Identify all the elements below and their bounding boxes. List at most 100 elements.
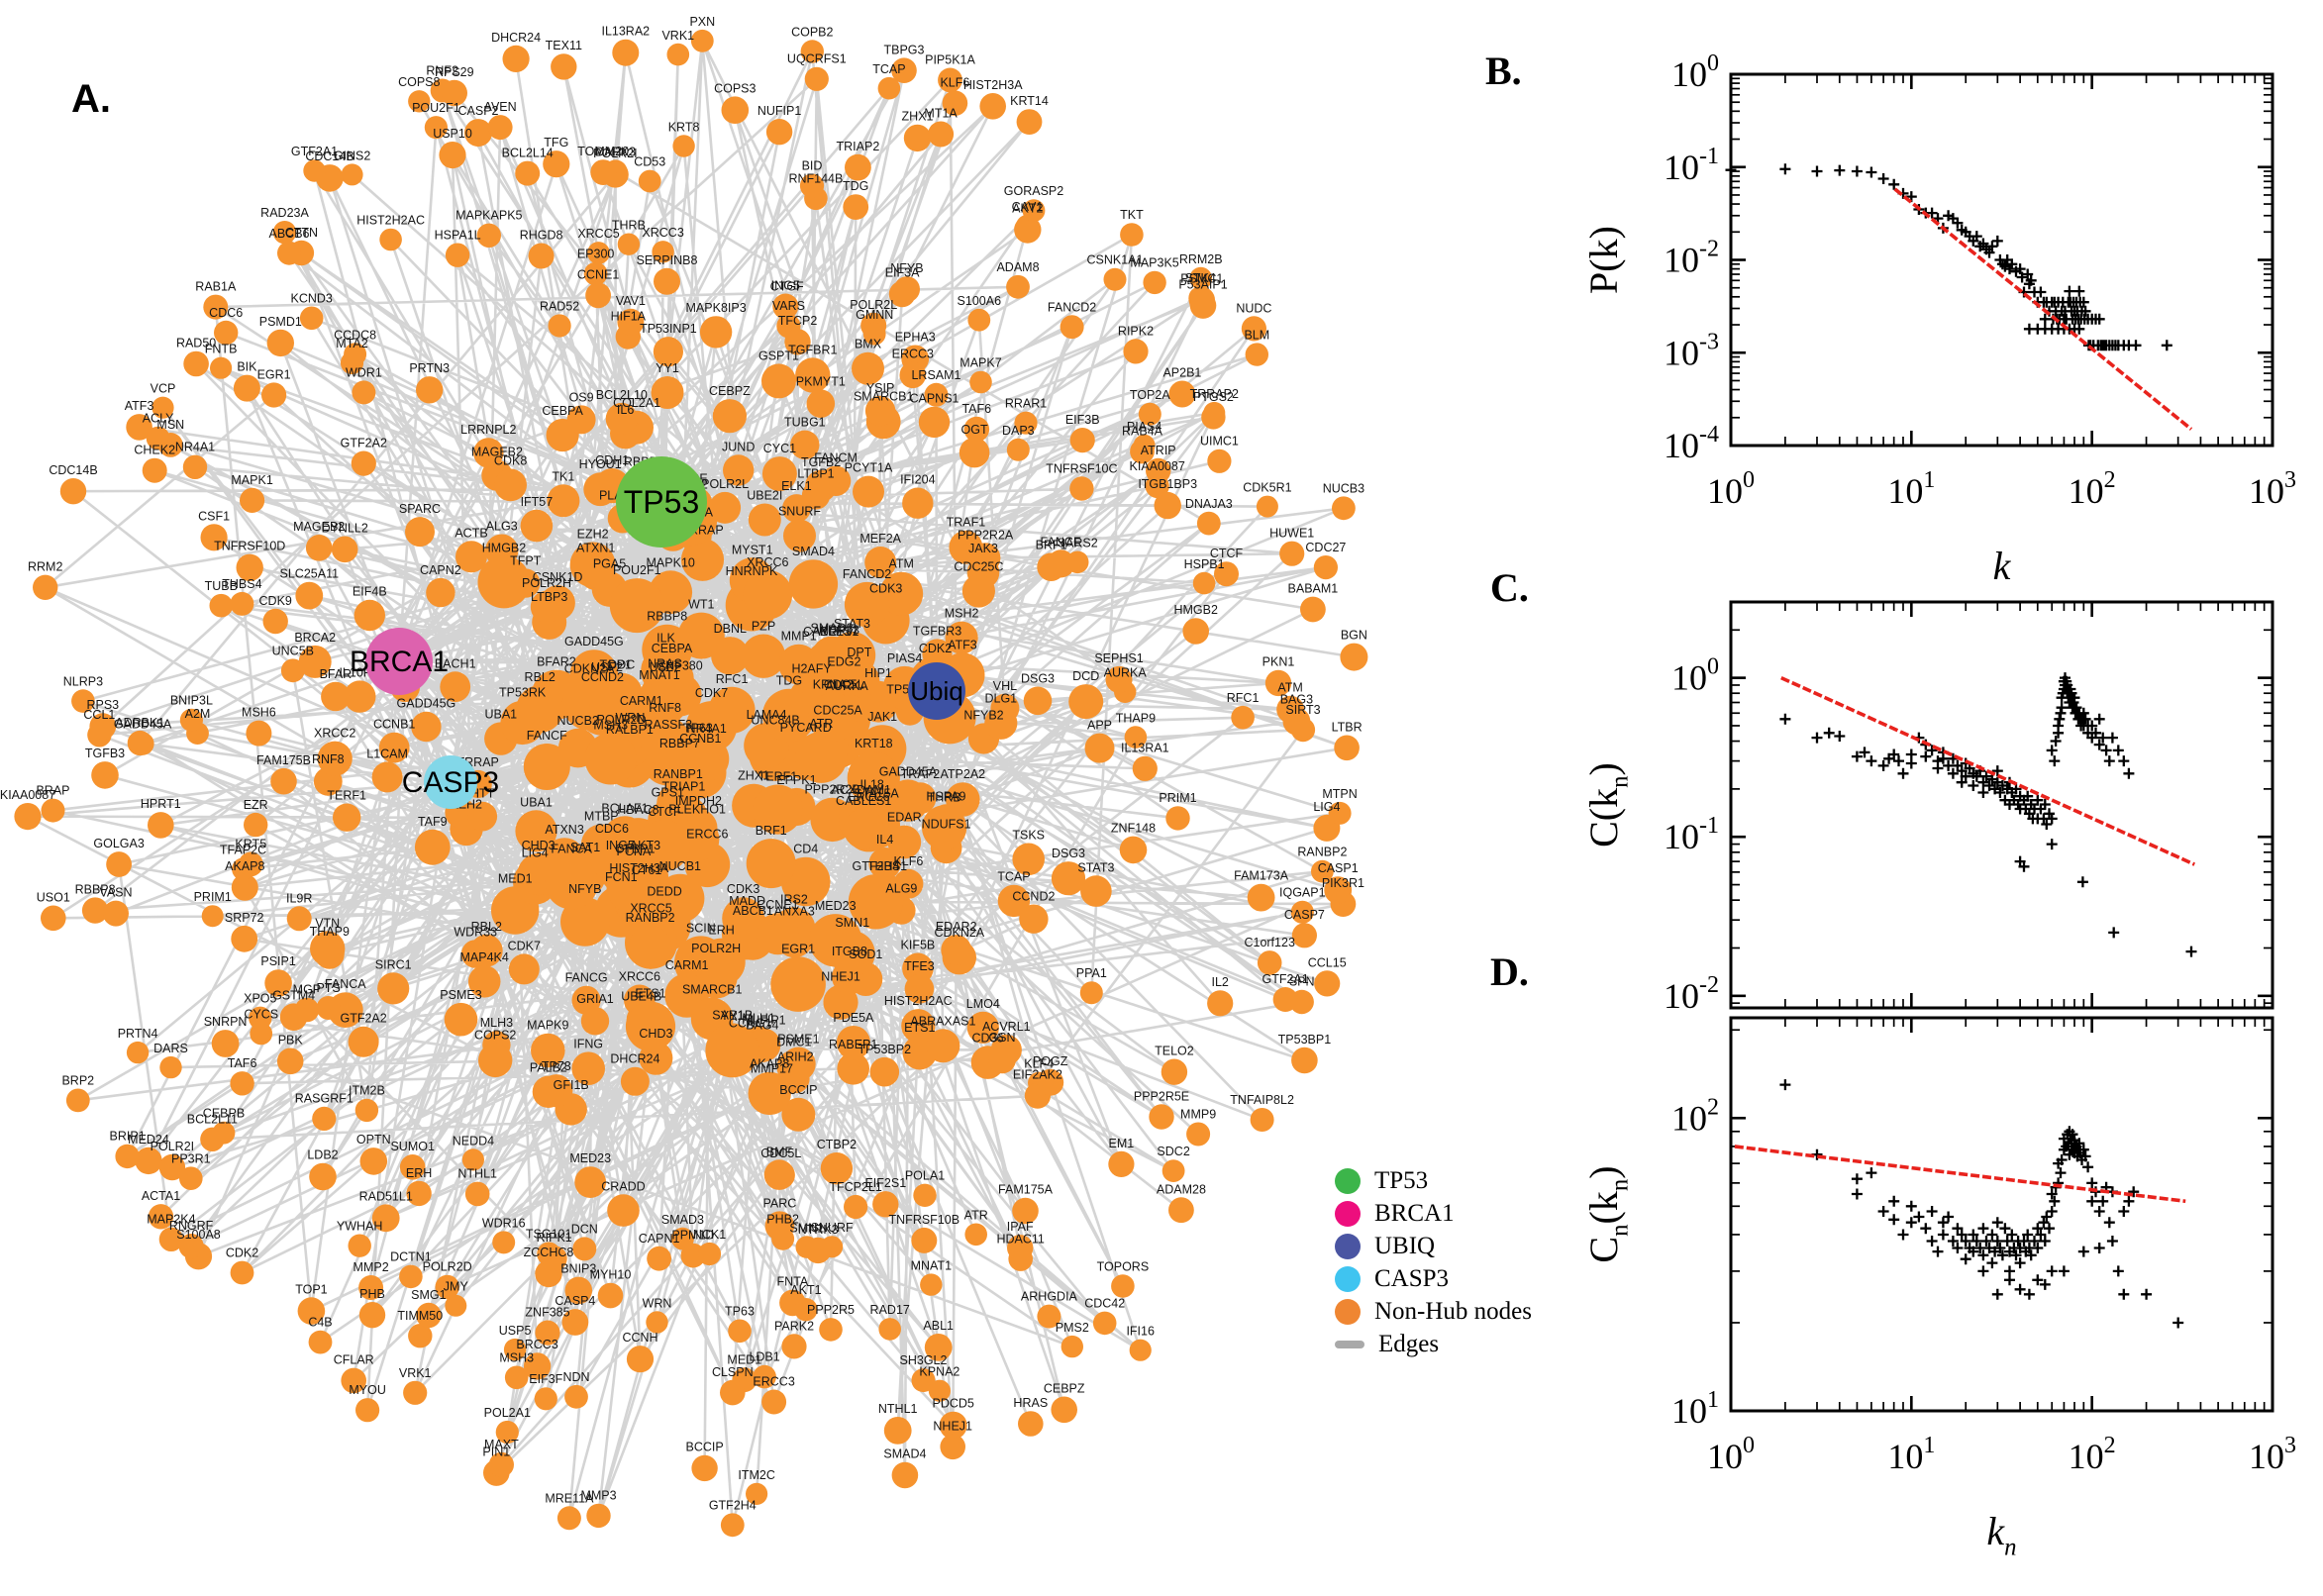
gene-node[interactable]: [772, 293, 799, 320]
gene-node[interactable]: [1023, 686, 1053, 716]
gene-node[interactable]: [1060, 315, 1084, 340]
gene-node[interactable]: [848, 874, 904, 930]
gene-node[interactable]: [794, 1298, 818, 1322]
gene-node[interactable]: [473, 438, 504, 468]
gene-node[interactable]: [837, 1052, 869, 1085]
gene-node[interactable]: [741, 634, 786, 678]
gene-node[interactable]: [276, 1047, 304, 1075]
gene-node[interactable]: [416, 376, 444, 404]
gene-node[interactable]: [516, 685, 564, 733]
gene-node[interactable]: [1291, 923, 1317, 948]
gene-node[interactable]: [959, 437, 990, 468]
gene-node[interactable]: [487, 115, 513, 141]
gene-node[interactable]: [551, 53, 577, 80]
gene-node[interactable]: [411, 711, 442, 743]
gene-node[interactable]: [201, 905, 224, 928]
gene-node[interactable]: [1084, 733, 1115, 763]
gene-node[interactable]: [697, 938, 746, 986]
gene-node[interactable]: [1051, 861, 1086, 896]
gene-node[interactable]: [488, 1451, 514, 1477]
gene-node[interactable]: [1051, 1396, 1077, 1424]
gene-node[interactable]: [379, 228, 402, 251]
gene-node[interactable]: [891, 1461, 919, 1489]
gene-node[interactable]: [445, 243, 470, 267]
gene-node[interactable]: [761, 456, 797, 492]
gene-node[interactable]: [1324, 876, 1353, 904]
gene-node[interactable]: [878, 1318, 901, 1341]
gene-node[interactable]: [371, 761, 403, 793]
gene-node[interactable]: [1012, 1197, 1039, 1225]
gene-node[interactable]: [918, 406, 951, 439]
gene-node[interactable]: [761, 1389, 787, 1415]
gene-node[interactable]: [1132, 755, 1158, 781]
gene-node[interactable]: [1162, 1159, 1185, 1182]
gene-node[interactable]: [231, 925, 258, 952]
gene-node[interactable]: [444, 1002, 478, 1037]
gene-node[interactable]: [712, 399, 748, 434]
gene-node[interactable]: [91, 761, 119, 789]
gene-node[interactable]: [148, 812, 174, 839]
gene-node[interactable]: [299, 306, 324, 331]
gene-node[interactable]: [520, 509, 554, 543]
gene-node[interactable]: [545, 856, 598, 910]
gene-node[interactable]: [547, 484, 580, 518]
gene-node[interactable]: [743, 569, 793, 620]
gene-node[interactable]: [1311, 859, 1334, 883]
gene-node[interactable]: [1012, 843, 1045, 876]
gene-node[interactable]: [1154, 491, 1181, 520]
gene-node[interactable]: [605, 402, 638, 436]
gene-node[interactable]: [358, 1275, 384, 1300]
gene-node[interactable]: [997, 884, 1031, 918]
gene-node[interactable]: [590, 159, 617, 186]
gene-node[interactable]: [899, 361, 927, 389]
gene-node[interactable]: [233, 374, 260, 402]
gene-node[interactable]: [1037, 1304, 1061, 1329]
gene-node[interactable]: [869, 1056, 900, 1087]
gene-node[interactable]: [230, 591, 254, 616]
gene-node[interactable]: [942, 90, 968, 116]
gene-node[interactable]: [1037, 1068, 1064, 1096]
gene-node[interactable]: [966, 1011, 999, 1044]
gene-node[interactable]: [597, 1282, 624, 1309]
gene-node[interactable]: [720, 1513, 745, 1538]
gene-node[interactable]: [1290, 718, 1316, 743]
gene-node[interactable]: [528, 243, 555, 269]
gene-node[interactable]: [711, 637, 750, 675]
gene-node[interactable]: [344, 343, 367, 366]
gene-node[interactable]: [902, 487, 934, 519]
gene-node[interactable]: [467, 801, 498, 832]
gene-node[interactable]: [928, 121, 955, 148]
gene-node[interactable]: [1068, 684, 1104, 720]
gene-node[interactable]: [642, 624, 693, 675]
gene-node[interactable]: [1332, 496, 1356, 521]
gene-node[interactable]: [270, 767, 297, 795]
gene-node[interactable]: [115, 1144, 140, 1169]
gene-node[interactable]: [297, 1297, 326, 1325]
gene-node[interactable]: [236, 553, 263, 581]
gene-node[interactable]: [697, 1242, 722, 1266]
gene-node[interactable]: [126, 414, 152, 441]
gene-node[interactable]: [1006, 438, 1030, 461]
gene-node[interactable]: [938, 67, 962, 93]
gene-node[interactable]: [820, 1152, 854, 1185]
gene-node[interactable]: [805, 1237, 832, 1264]
gene-node[interactable]: [1189, 292, 1217, 319]
gene-node[interactable]: [126, 1041, 150, 1064]
gene-node[interactable]: [979, 93, 1006, 120]
gene-node[interactable]: [961, 574, 996, 608]
gene-node[interactable]: [277, 241, 301, 265]
gene-node[interactable]: [477, 555, 531, 609]
gene-node[interactable]: [1006, 1235, 1034, 1261]
gene-node[interactable]: [1314, 970, 1341, 997]
gene-node[interactable]: [1313, 555, 1338, 580]
gene-node[interactable]: [748, 1071, 791, 1116]
gene-node[interactable]: [945, 621, 978, 654]
gene-node[interactable]: [377, 972, 410, 1005]
gene-node[interactable]: [1069, 428, 1095, 453]
gene-node[interactable]: [424, 116, 448, 140]
gene-node[interactable]: [847, 751, 900, 805]
gene-node[interactable]: [588, 672, 643, 727]
gene-node[interactable]: [548, 314, 571, 338]
gene-node[interactable]: [922, 805, 967, 850]
gene-node[interactable]: [1129, 1339, 1152, 1361]
